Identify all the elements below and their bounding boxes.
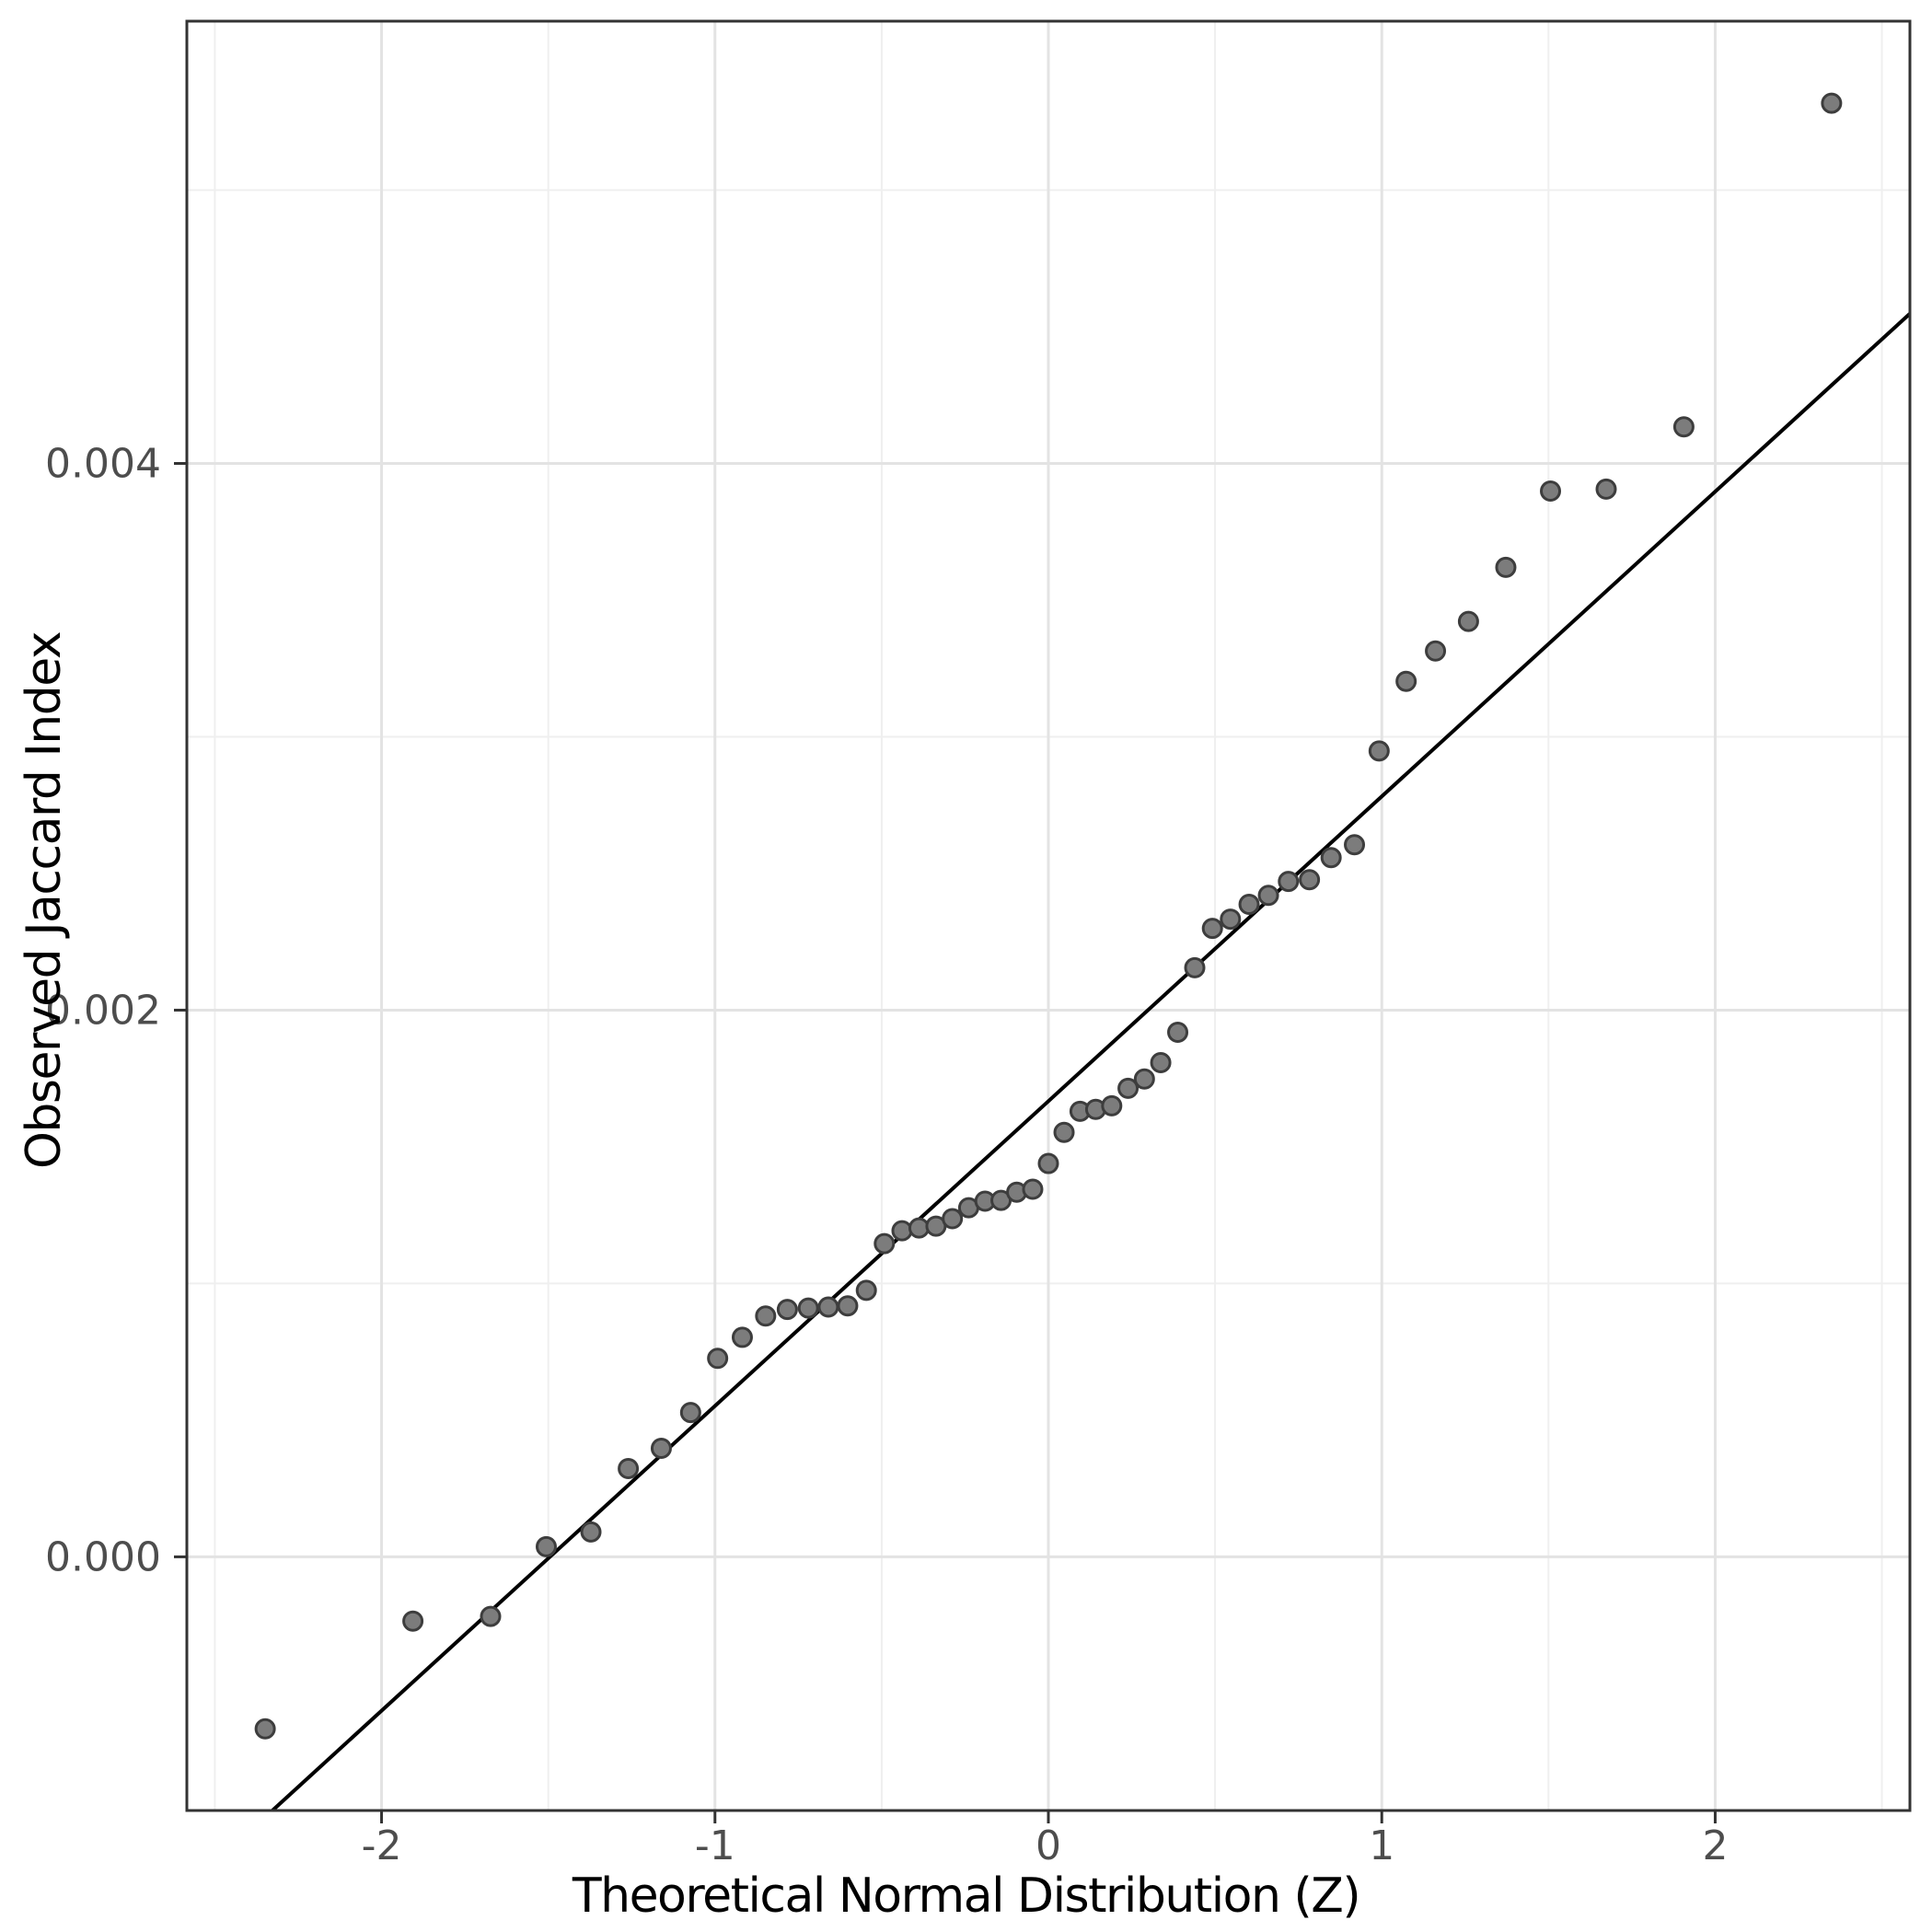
data-point — [580, 1521, 602, 1543]
data-point — [1133, 1068, 1155, 1090]
data-point — [254, 1718, 276, 1740]
data-point — [1821, 92, 1843, 114]
data-point — [1150, 1051, 1172, 1073]
data-point — [873, 1232, 896, 1255]
data-point — [1344, 834, 1366, 856]
tick-labels: -2 -1 0 1 2 0.000 0.002 0.004 — [45, 441, 1728, 1869]
data-point — [1117, 1077, 1140, 1099]
data-point — [1184, 956, 1206, 978]
data-point — [776, 1299, 798, 1321]
data-point — [707, 1348, 729, 1370]
x-axis-title: Theoretical Normal Distribution (Z) — [572, 1868, 1361, 1924]
data-point — [618, 1457, 640, 1479]
tick-marks — [174, 462, 1717, 1823]
data-point — [1053, 1121, 1075, 1143]
data-point — [731, 1326, 753, 1348]
data-point — [1278, 871, 1300, 893]
y-tick-label: 0.004 — [45, 441, 161, 488]
data-point — [1167, 1022, 1189, 1044]
data-point — [679, 1402, 701, 1424]
data-point — [1540, 480, 1562, 503]
data-point — [402, 1610, 424, 1632]
y-tick-label: 0.000 — [45, 1533, 161, 1580]
x-tick-label: 1 — [1369, 1822, 1394, 1869]
data-point — [1672, 416, 1695, 438]
data-point — [1220, 908, 1242, 931]
data-point — [1299, 869, 1321, 891]
major-gridlines — [187, 21, 1910, 1811]
data-point — [1425, 640, 1447, 662]
data-point — [535, 1535, 557, 1557]
data-point — [1022, 1178, 1044, 1200]
data-point — [891, 1220, 913, 1242]
data-point — [1368, 740, 1390, 762]
data-point — [1101, 1094, 1123, 1116]
data-point — [1457, 610, 1479, 632]
data-point — [837, 1295, 859, 1317]
data-point — [1320, 847, 1342, 869]
qq-reference-line-group — [271, 312, 1912, 1812]
data-points — [254, 92, 1843, 1740]
x-tick-label: -2 — [362, 1822, 402, 1869]
data-point — [942, 1208, 964, 1230]
data-point — [817, 1296, 839, 1318]
y-axis-title: Observed Jaccard Index — [17, 631, 72, 1169]
data-point — [1595, 478, 1617, 500]
x-tick-label: 0 — [1035, 1822, 1061, 1869]
data-point — [1201, 918, 1223, 940]
data-point — [1037, 1152, 1059, 1174]
x-tick-label: -1 — [695, 1822, 735, 1869]
y-tick-label: 0.002 — [45, 987, 161, 1034]
data-point — [1238, 894, 1260, 916]
data-point — [1495, 556, 1517, 578]
data-point — [855, 1279, 877, 1301]
data-point — [755, 1305, 777, 1327]
data-point — [1395, 670, 1417, 692]
qq-reference-line — [271, 312, 1912, 1812]
data-point — [1257, 885, 1279, 907]
data-point — [480, 1605, 502, 1627]
data-point — [797, 1297, 819, 1319]
data-point — [650, 1438, 672, 1460]
data-point — [908, 1217, 930, 1239]
x-tick-label: 2 — [1702, 1822, 1728, 1869]
